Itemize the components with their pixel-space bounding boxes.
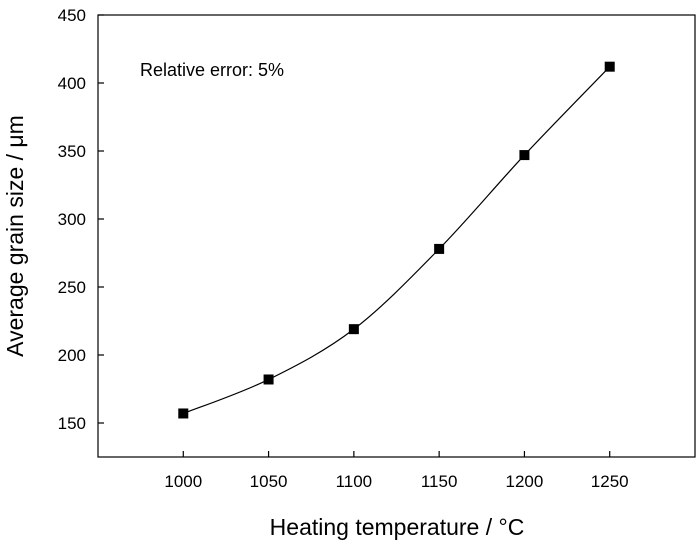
x-tick-label: 1050 (250, 472, 288, 491)
y-tick-label: 350 (58, 142, 86, 161)
data-point-marker (519, 150, 530, 161)
y-tick-label: 200 (58, 346, 86, 365)
x-tick-label: 1000 (164, 472, 202, 491)
plot-frame (97, 14, 696, 458)
x-axis-ticks: 1000 1050 1100 1150 1200 1250 (164, 451, 629, 491)
x-tick-label: 1250 (591, 472, 629, 491)
data-point-marker (178, 408, 189, 419)
data-point-marker (263, 374, 274, 385)
y-tick-label: 150 (58, 414, 86, 433)
y-axis-ticks: 150 200 250 300 350 400 450 (58, 6, 104, 433)
x-tick-label: 1150 (421, 472, 458, 491)
trend-line (183, 66, 611, 415)
annotation-relative-error: Relative error: 5% (140, 60, 284, 80)
y-tick-label: 300 (58, 210, 86, 229)
y-tick-label: 250 (58, 278, 86, 297)
y-tick-label: 450 (58, 6, 86, 25)
data-point-marker (604, 61, 615, 72)
data-point-marker (348, 324, 359, 335)
data-points (178, 61, 615, 419)
y-axis-title: Average grain size / μm (2, 115, 28, 357)
x-tick-label: 1100 (336, 472, 373, 491)
y-tick-label: 400 (58, 74, 86, 93)
x-axis-title: Heating temperature / °C (270, 514, 525, 540)
x-tick-label: 1200 (506, 472, 544, 491)
data-point-marker (434, 243, 445, 254)
